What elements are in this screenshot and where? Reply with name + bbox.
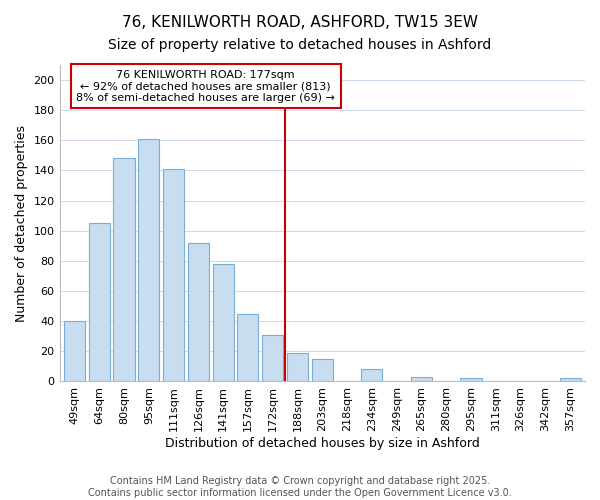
Text: 76, KENILWORTH ROAD, ASHFORD, TW15 3EW: 76, KENILWORTH ROAD, ASHFORD, TW15 3EW [122,15,478,30]
Bar [89,223,110,382]
Text: 76 KENILWORTH ROAD: 177sqm
← 92% of detached houses are smaller (813)
8% of semi: 76 KENILWORTH ROAD: 177sqm ← 92% of deta… [76,70,335,102]
X-axis label: Distribution of detached houses by size in Ashford: Distribution of detached houses by size … [165,437,479,450]
Bar [113,158,134,382]
Bar [138,139,160,382]
Bar [287,353,308,382]
Bar [312,359,333,382]
Bar [460,378,482,382]
Y-axis label: Number of detached properties: Number of detached properties [15,124,28,322]
Bar [64,321,85,382]
Bar [411,377,432,382]
Bar [163,169,184,382]
Bar [238,314,259,382]
Bar [262,334,283,382]
Text: Size of property relative to detached houses in Ashford: Size of property relative to detached ho… [109,38,491,52]
Bar [188,243,209,382]
Bar [560,378,581,382]
Bar [361,370,382,382]
Text: Contains HM Land Registry data © Crown copyright and database right 2025.
Contai: Contains HM Land Registry data © Crown c… [88,476,512,498]
Bar [212,264,233,382]
